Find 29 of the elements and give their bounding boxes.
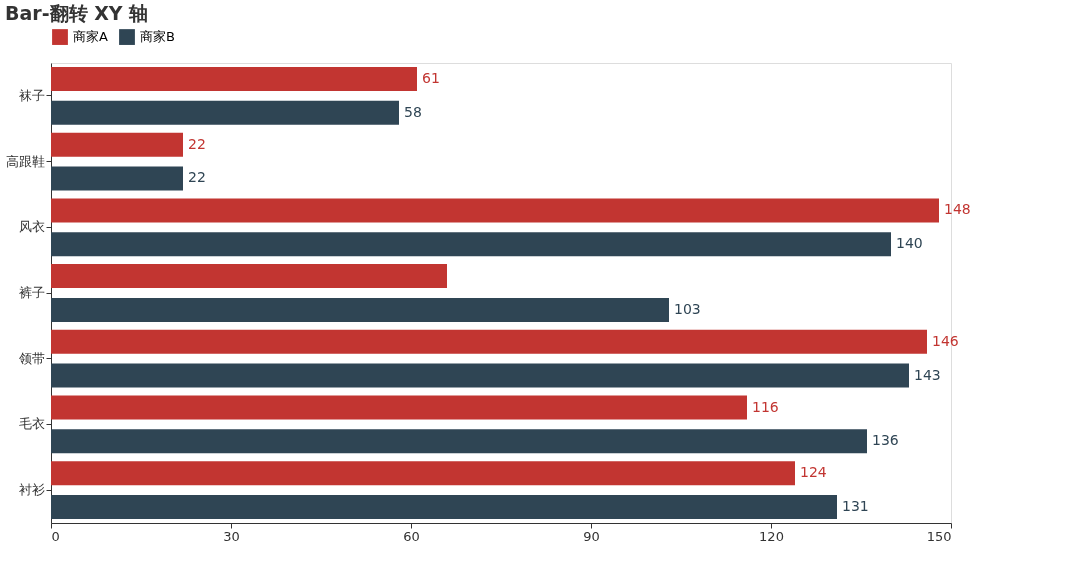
data-label: 131 xyxy=(842,498,869,515)
data-label: 116 xyxy=(752,398,779,415)
data-label: 143 xyxy=(914,366,941,383)
data-label: 61 xyxy=(422,69,440,86)
x-tick-label: 60 xyxy=(403,528,420,544)
y-tick-label: 毛衣 xyxy=(18,416,45,432)
data-label: 103 xyxy=(674,300,701,317)
x-tick-label: 0 xyxy=(51,528,60,544)
data-label: 136 xyxy=(872,432,899,449)
x-tick-label: 150 xyxy=(926,528,952,544)
x-tick-label: 30 xyxy=(223,528,240,544)
data-label: 148 xyxy=(944,201,971,218)
data-label: 124 xyxy=(800,464,827,481)
data-label: 146 xyxy=(932,332,959,349)
data-label: 22 xyxy=(188,169,206,186)
data-label: 22 xyxy=(188,135,206,152)
legend-label: 商家B xyxy=(140,29,175,45)
x-tick-label: 120 xyxy=(759,528,784,544)
y-tick-label: 风衣 xyxy=(18,219,45,235)
chart-title: Bar-翻转 XY 轴 xyxy=(5,2,149,24)
y-tick-label: 衬衫 xyxy=(18,482,45,498)
y-tick-label: 裤子 xyxy=(18,285,45,300)
legend-label: 商家A xyxy=(73,29,108,45)
data-label: 58 xyxy=(404,103,422,120)
y-tick-label: 领带 xyxy=(18,350,45,366)
x-tick-label: 90 xyxy=(583,528,600,544)
y-tick-label: 高跟鞋 xyxy=(5,153,45,169)
y-tick-label: 袜子 xyxy=(18,87,45,103)
data-label: 140 xyxy=(896,235,923,252)
